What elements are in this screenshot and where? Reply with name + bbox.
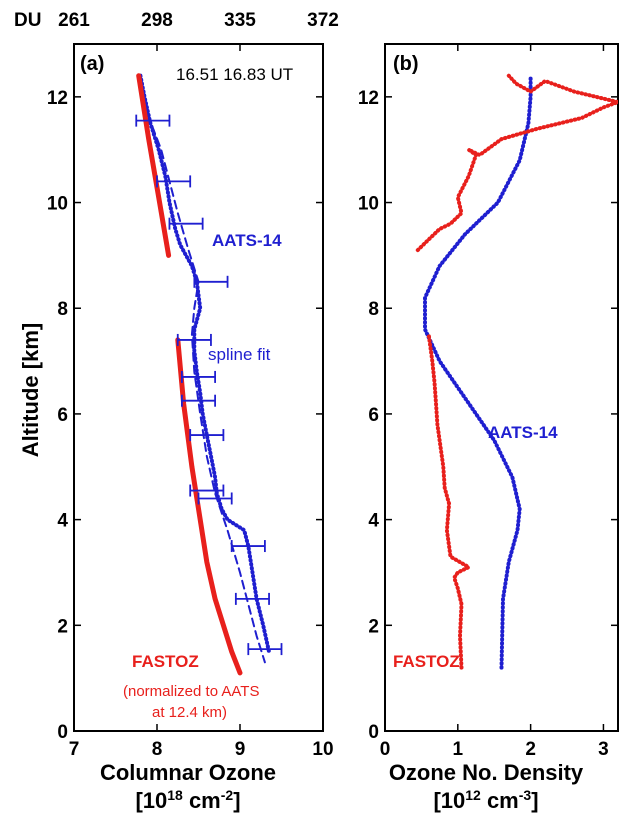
error-bar bbox=[135, 114, 171, 127]
x-tick-label: 7 bbox=[69, 739, 80, 760]
error-bar bbox=[197, 492, 233, 505]
y-tick-label: 0 bbox=[57, 722, 68, 743]
y-tick-label: 10 bbox=[47, 194, 68, 215]
x-axis-unit-a: [1018 cm-2] bbox=[135, 787, 240, 813]
x-tick-label: 1 bbox=[453, 739, 464, 760]
plot-area-a bbox=[135, 73, 283, 676]
x-tick-label: 9 bbox=[235, 739, 246, 760]
series-line-fastoz bbox=[136, 73, 172, 258]
series-line-fastoz bbox=[415, 73, 618, 253]
y-axis-title: Altitude [km] bbox=[18, 323, 43, 457]
plot-area-b bbox=[415, 73, 618, 670]
y-tick-label: 2 bbox=[368, 616, 379, 637]
error-bar bbox=[189, 429, 225, 442]
x-tick-label: 3 bbox=[598, 739, 609, 760]
x-tick-label: 2 bbox=[525, 739, 536, 760]
y-tick-label: 4 bbox=[57, 511, 68, 532]
top-axis-tick-label: 372 bbox=[307, 10, 339, 31]
x-tick-label: 8 bbox=[152, 739, 163, 760]
aats-label-a: AATS-14 bbox=[212, 231, 282, 250]
fastoz-label-b: FASTOZ bbox=[393, 652, 460, 671]
panel-label-a: (a) bbox=[80, 53, 104, 75]
top-axis-label: DU bbox=[14, 10, 41, 31]
x-axis-unit-b: [1012 cm-3] bbox=[433, 787, 538, 813]
y-tick-label: 10 bbox=[358, 194, 379, 215]
y-tick-label: 6 bbox=[368, 405, 379, 426]
y-tick-label: 12 bbox=[47, 88, 68, 109]
series-line-spline-fit bbox=[139, 74, 266, 664]
error-bar bbox=[189, 484, 225, 497]
series-line-aats bbox=[138, 73, 271, 654]
y-tick-label: 8 bbox=[368, 299, 379, 320]
ticks-a: 7 8 9 10 0 2 4 6 8 10 12 261 298 335 372 bbox=[47, 10, 339, 760]
series-line-fastoz bbox=[426, 332, 471, 670]
error-bar bbox=[180, 394, 217, 407]
plot-frame-b bbox=[384, 43, 619, 732]
y-tick-label: 8 bbox=[57, 299, 68, 320]
error-bar bbox=[247, 643, 283, 656]
normalization-note-line2: at 12.4 km) bbox=[152, 704, 227, 721]
series-line-fastoz bbox=[175, 337, 243, 676]
normalization-note-line1: (normalized to AATS bbox=[123, 683, 259, 700]
error-bar bbox=[230, 540, 266, 553]
x-tick-label: 10 bbox=[312, 739, 333, 760]
panel-label-b: (b) bbox=[393, 53, 419, 75]
top-axis-tick-label: 261 bbox=[58, 10, 90, 31]
panel-a: 7 8 9 10 0 2 4 6 8 10 12 261 298 335 372 (a) DU 16.51 … bbox=[14, 10, 339, 813]
y-tick-label: 12 bbox=[358, 88, 379, 109]
y-tick-label: 0 bbox=[368, 722, 379, 743]
error-bar bbox=[180, 370, 217, 383]
error-bar bbox=[168, 217, 204, 230]
y-tick-label: 4 bbox=[368, 511, 379, 532]
x-axis-title-b: Ozone No. Density bbox=[389, 760, 584, 785]
aats-label-b: AATS-14 bbox=[488, 423, 558, 442]
x-axis-title-a: Columnar Ozone bbox=[100, 760, 276, 785]
error-bar bbox=[193, 275, 229, 288]
y-tick-label: 2 bbox=[57, 616, 68, 637]
error-bar bbox=[234, 592, 270, 605]
spline-fit-label: spline fit bbox=[208, 345, 271, 364]
y-tick-label: 6 bbox=[57, 405, 68, 426]
top-axis-tick-label: 335 bbox=[224, 10, 256, 31]
series-line-aats bbox=[423, 73, 533, 670]
x-tick-label: 0 bbox=[380, 739, 391, 760]
error-bar bbox=[156, 175, 192, 188]
top-axis-tick-label: 298 bbox=[141, 10, 173, 31]
plot-frame-a bbox=[73, 43, 324, 732]
fastoz-label-a: FASTOZ bbox=[132, 652, 199, 671]
time-annotation: 16.51 16.83 UT bbox=[176, 65, 293, 84]
error-bar bbox=[176, 333, 212, 346]
